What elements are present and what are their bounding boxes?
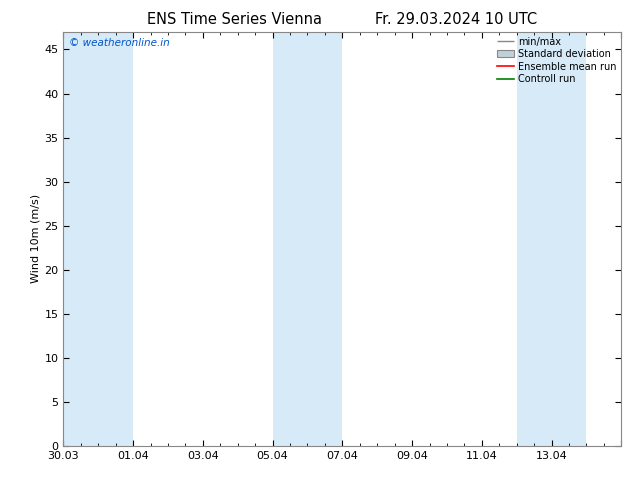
Text: Fr. 29.03.2024 10 UTC: Fr. 29.03.2024 10 UTC <box>375 12 538 27</box>
Bar <box>517 32 586 446</box>
Bar <box>273 32 342 446</box>
Bar <box>63 32 133 446</box>
Y-axis label: Wind 10m (m/s): Wind 10m (m/s) <box>30 195 40 283</box>
Text: © weatheronline.in: © weatheronline.in <box>69 38 170 48</box>
Text: ENS Time Series Vienna: ENS Time Series Vienna <box>147 12 322 27</box>
Legend: min/max, Standard deviation, Ensemble mean run, Controll run: min/max, Standard deviation, Ensemble me… <box>495 35 618 86</box>
